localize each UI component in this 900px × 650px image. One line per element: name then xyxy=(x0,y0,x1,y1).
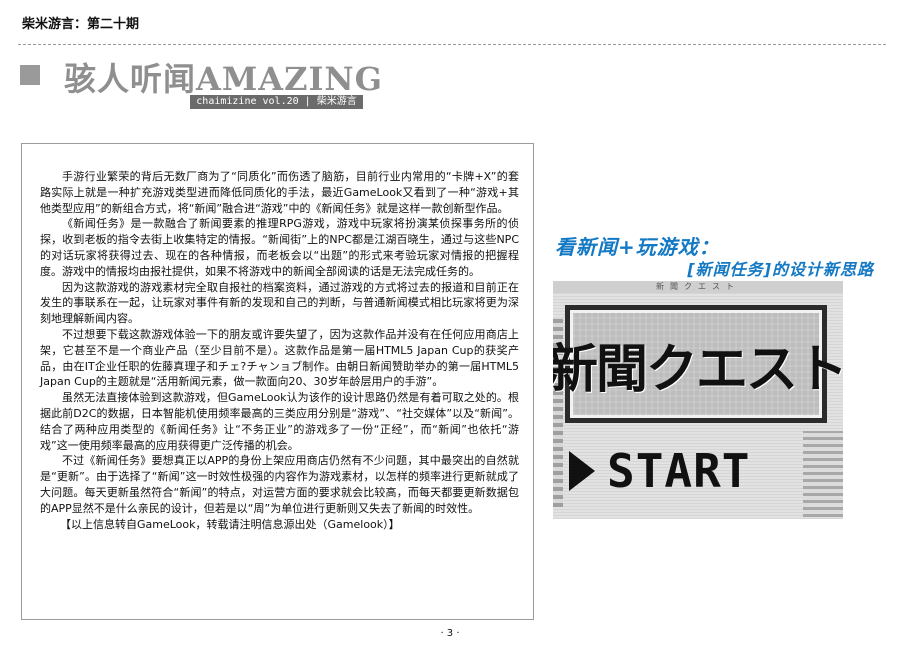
game-logo-inner: 新聞クエスト xyxy=(553,310,843,418)
game-start-row: START xyxy=(569,441,799,501)
article-paragraph: 不过想要下载这款游戏体验一下的朋友或许要失望了，因为这款作品并没有在任何应用商店… xyxy=(40,327,519,389)
play-arrow-icon xyxy=(569,451,595,491)
page-number: · 3 · xyxy=(440,628,460,639)
promo-image: 看新闻+玩游戏： [新闻任务]的设计新思路 新聞クエスト 新聞クエスト STAR… xyxy=(553,228,876,520)
article-paragraph: 因为这款游戏的游戏素材完全取自报社的档案资料，通过游戏的方式将过去的报道和目前正… xyxy=(40,280,519,326)
issue-label: 柴米游言：第二十期 xyxy=(22,17,140,32)
game-screenshot: 新聞クエスト 新聞クエスト START xyxy=(553,281,843,519)
title-square-icon xyxy=(20,65,40,85)
game-side-panel-left xyxy=(553,317,563,507)
start-label: START xyxy=(607,444,751,498)
promo-subheadline: [新闻任务]的设计新思路 xyxy=(687,260,874,279)
article-box: 手游行业繁荣的背后无数厂商为了“同质化”而伤透了脑筋，目前行业内常用的“卡牌+X… xyxy=(21,143,534,620)
game-logo-frame: 新聞クエスト xyxy=(553,305,843,423)
page-title: 骇人听闻AMAZING xyxy=(64,60,383,98)
game-logo-text: 新聞クエスト xyxy=(553,338,843,400)
header-divider xyxy=(18,44,886,45)
game-header-label: 新聞クエスト xyxy=(553,281,843,293)
article-paragraph: 手游行业繁荣的背后无数厂商为了“同质化”而伤透了脑筋，目前行业内常用的“卡牌+X… xyxy=(40,170,519,215)
article-paragraph: 虽然无法直接体验到这款游戏，但GameLook认为该作的设计思路仍然是有着可取之… xyxy=(40,391,519,452)
article-paragraph: 不过《新闻任务》要想真正以APP的身份上架应用商店仍然有不少问题，其中最突出的自… xyxy=(40,454,519,515)
promo-headline: 看新闻+玩游戏： xyxy=(555,235,720,259)
article-credit: 【以上信息转自GameLook，转载请注明信息源出处（Gamelook）】 xyxy=(60,517,400,531)
game-side-panel-right xyxy=(803,431,843,517)
subtitle-bar: chaimizine vol.20 | 柴米游言 xyxy=(190,95,363,109)
article-paragraph: 《新闻任务》是一款融合了新闻要素的推理RPG游戏，游戏中玩家将扮演某侦探事务所的… xyxy=(40,217,519,278)
